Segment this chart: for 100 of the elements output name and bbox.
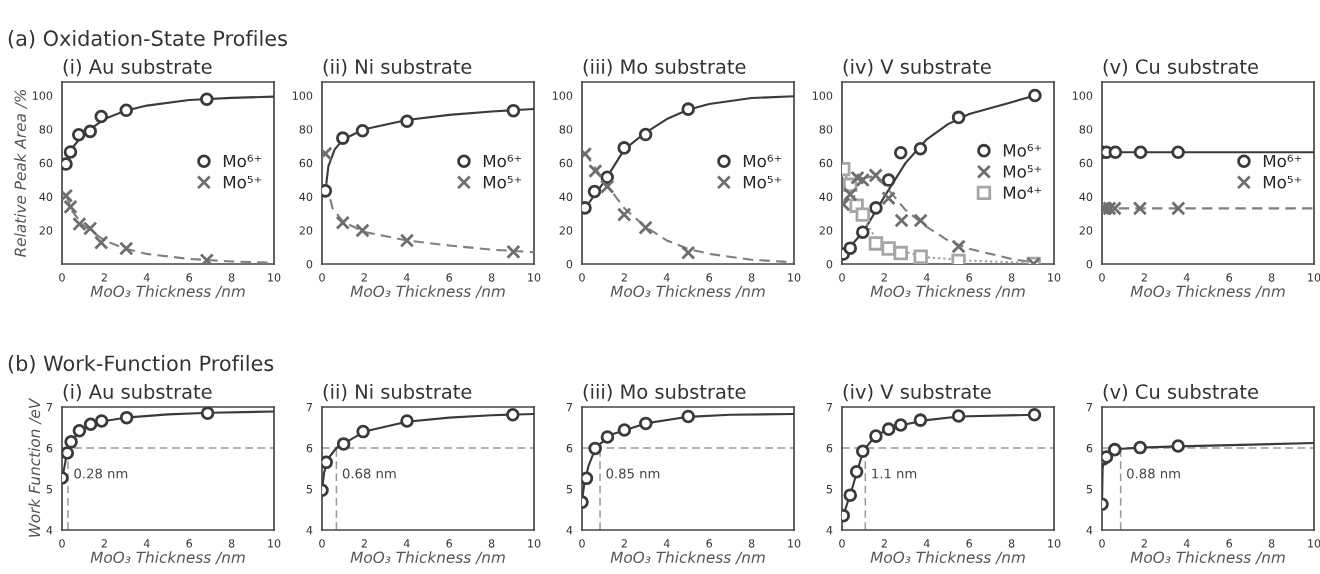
x-tick-label: 0	[1099, 273, 1105, 282]
x-tick-label: 4	[403, 273, 410, 282]
x-axis-title: MoO₃ Thickness /nm	[870, 551, 1025, 565]
x-tick-label: 4	[923, 539, 930, 548]
chart-title: (iv) V substrate	[843, 58, 991, 77]
chart-title: (iv) V substrate	[843, 383, 991, 402]
x-tick-label: 0	[579, 539, 585, 548]
y-tick-label: 5	[826, 485, 832, 494]
y-tick-label: 20	[819, 226, 833, 235]
x-tick-label: 8	[1268, 539, 1275, 548]
y-tick-label: 7	[46, 403, 53, 412]
x-tick-label: 8	[488, 539, 495, 548]
x-tick-label: 2	[101, 539, 107, 548]
x-tick-label: 6	[706, 539, 713, 548]
x-tick-label: 2	[361, 539, 367, 548]
x-tick-label: 6	[1226, 273, 1233, 282]
y-tick-label: 20	[39, 226, 53, 235]
x-tick-label: 10	[1308, 539, 1320, 548]
y-tick-label: 4	[46, 526, 53, 535]
x-tick-label: 4	[923, 273, 930, 282]
y-tick-label: 100	[812, 91, 833, 100]
y-tick-label: 6	[826, 443, 833, 453]
legend-label: Mo⁴⁺	[1003, 186, 1042, 199]
x-tick-label: 10	[1308, 273, 1320, 282]
y-tick-label: 100	[552, 91, 573, 100]
x-tick-label: 8	[488, 273, 495, 282]
text: (b) Work-Function Profiles	[8, 355, 274, 374]
x-tick-label: 0	[319, 273, 325, 282]
y-tick-label: 7	[306, 403, 313, 412]
x-tick-label: 10	[528, 539, 541, 548]
x-axis-title: MoO₃ Thickness /nm	[350, 285, 505, 299]
y-tick-label: 4	[826, 526, 833, 535]
y-tick-label: 40	[39, 192, 53, 201]
legend-label: Mo⁵⁺	[1003, 165, 1042, 178]
x-tick-label: 6	[446, 273, 453, 282]
x-axis-title: MoO₃ Thickness /nm	[350, 551, 505, 565]
x-tick-label: 10	[788, 539, 801, 548]
x-axis-title: MoO₃ Thickness /nm	[1130, 285, 1285, 299]
x-axis-title: MoO₃ Thickness /nm	[870, 285, 1025, 299]
y-tick-label: 80	[39, 125, 53, 134]
x-axis-title: MoO₃ Thickness /nm	[90, 285, 245, 299]
ref-line-label: 0.85 nm	[606, 468, 660, 479]
x-tick-label: 10	[528, 273, 541, 282]
x-tick-label: 2	[881, 539, 887, 548]
legend-label: Mo⁶⁺	[743, 154, 782, 168]
y-tick-label: 0	[1086, 259, 1093, 269]
x-tick-label: 6	[966, 273, 973, 282]
y-tick-label: 80	[1079, 125, 1093, 134]
chart-title: (i) Au substrate	[63, 58, 212, 77]
y-tick-label: 100	[292, 91, 313, 100]
y-tick-label: 80	[299, 125, 313, 134]
chart-title: (iii) Mo substrate	[583, 58, 746, 77]
legend-label: Mo⁶⁺	[1263, 154, 1302, 168]
y-tick-label: 6	[1086, 443, 1093, 453]
y-tick-label: 60	[299, 158, 313, 168]
x-tick-label: 6	[1226, 539, 1233, 548]
y-tick-label: 80	[559, 125, 573, 134]
y-tick-label: 5	[566, 485, 572, 494]
x-tick-label: 8	[748, 273, 755, 282]
x-tick-label: 10	[788, 273, 801, 282]
x-tick-label: 0	[59, 539, 65, 548]
y-tick-label: 4	[566, 526, 573, 535]
x-tick-label: 8	[1268, 273, 1275, 282]
x-tick-label: 2	[881, 273, 887, 282]
x-tick-label: 2	[101, 273, 107, 282]
y-tick-label: 0	[306, 259, 313, 269]
chart-title: (i) Au substrate	[63, 383, 212, 402]
y-tick-label: 100	[1072, 91, 1093, 100]
y-tick-label: 20	[299, 226, 313, 235]
x-axis-title: MoO₃ Thickness /nm	[610, 551, 765, 565]
y-axis-title: Relative Peak Area /%	[14, 89, 28, 258]
y-tick-label: 6	[306, 443, 313, 453]
ref-line-label: 1.1 nm	[872, 468, 917, 479]
x-tick-label: 4	[143, 539, 150, 548]
legend-label: Mo⁶⁺	[1003, 144, 1042, 157]
ref-line-label: 0.28 nm	[74, 468, 128, 479]
x-tick-label: 2	[1141, 273, 1147, 282]
y-tick-label: 60	[819, 158, 833, 168]
legend-label: Mo⁶⁺	[223, 154, 262, 168]
x-tick-label: 6	[966, 539, 973, 548]
x-tick-label: 2	[1141, 539, 1147, 548]
chart-title: (ii) Ni substrate	[323, 58, 472, 77]
y-tick-label: 0	[566, 259, 573, 269]
legend-label: Mo⁶⁺	[483, 154, 522, 168]
x-tick-label: 4	[663, 273, 670, 282]
y-tick-label: 40	[819, 192, 833, 201]
x-tick-label: 0	[839, 273, 845, 282]
chart-title: (ii) Ni substrate	[323, 383, 472, 402]
y-tick-label: 40	[559, 192, 573, 201]
y-tick-label: 60	[39, 158, 53, 168]
y-tick-label: 4	[1086, 526, 1093, 535]
chart-title: (iii) Mo substrate	[583, 383, 746, 402]
x-tick-label: 4	[1183, 273, 1190, 282]
x-tick-label: 10	[1048, 539, 1061, 548]
chart-title: (v) Cu substrate	[1103, 58, 1258, 77]
legend-label: Mo⁵⁺	[1263, 175, 1302, 189]
x-tick-label: 8	[228, 273, 235, 282]
y-tick-label: 5	[306, 485, 312, 494]
x-tick-label: 10	[1048, 273, 1061, 282]
y-tick-label: 4	[306, 526, 313, 535]
